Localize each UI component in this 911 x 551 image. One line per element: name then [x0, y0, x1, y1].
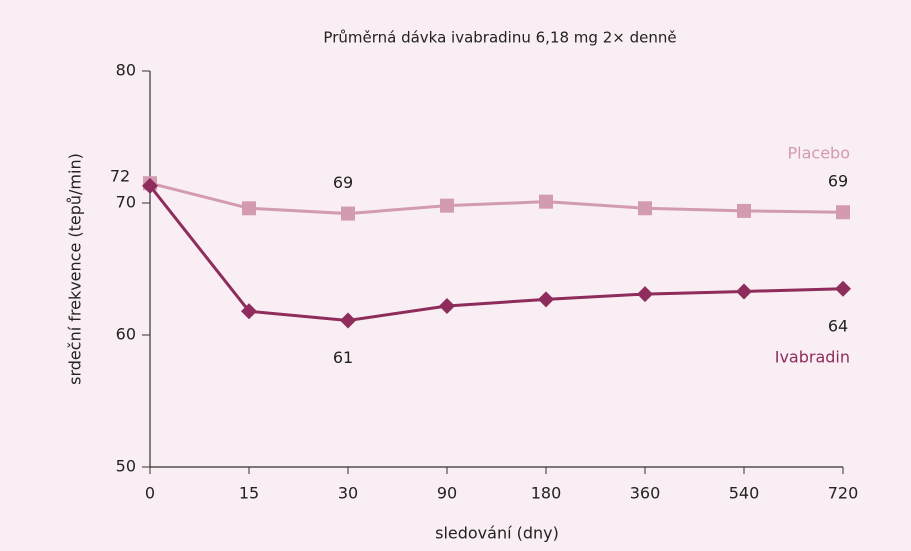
marker	[638, 201, 652, 216]
marker	[440, 198, 454, 213]
y-tick-label: 70	[116, 193, 136, 212]
data-label: 61	[333, 348, 353, 367]
x-tick-label: 90	[437, 484, 457, 503]
x-tick-label: 180	[531, 484, 562, 503]
marker	[538, 291, 554, 308]
y-tick-label: 60	[116, 325, 136, 344]
chart-title: Průměrná dávka ivabradinu 6,18 mg 2× den…	[323, 29, 676, 47]
marker	[241, 303, 257, 320]
data-label: 72	[110, 167, 130, 186]
series-line	[148, 184, 844, 322]
y-axis-label: srdeční frekvence (tepů/min)	[66, 153, 85, 385]
marker	[836, 205, 850, 220]
marker	[340, 312, 356, 329]
legend-label: Ivabradin	[775, 347, 850, 366]
marker	[242, 201, 256, 216]
marker	[737, 203, 751, 218]
marker	[835, 280, 851, 297]
x-tick-label: 720	[828, 484, 859, 503]
marker	[439, 297, 455, 314]
x-tick-label: 15	[239, 484, 259, 503]
x-tick-label: 30	[338, 484, 358, 503]
marker	[637, 286, 653, 303]
marker	[736, 283, 752, 300]
x-tick-label: 540	[729, 484, 760, 503]
data-label: 64	[828, 316, 848, 335]
series-line	[149, 181, 844, 216]
legend-label: Placebo	[788, 144, 850, 163]
x-tick-label: 360	[630, 484, 661, 503]
y-tick-label: 80	[116, 61, 136, 80]
marker	[539, 194, 553, 209]
x-axis-label: sledování (dny)	[435, 524, 559, 543]
marker	[142, 177, 158, 194]
data-label: 69	[333, 173, 353, 192]
marker	[341, 206, 355, 221]
x-tick-label: 0	[145, 484, 155, 503]
y-tick-label: 50	[116, 457, 136, 476]
data-label: 69	[828, 172, 848, 191]
